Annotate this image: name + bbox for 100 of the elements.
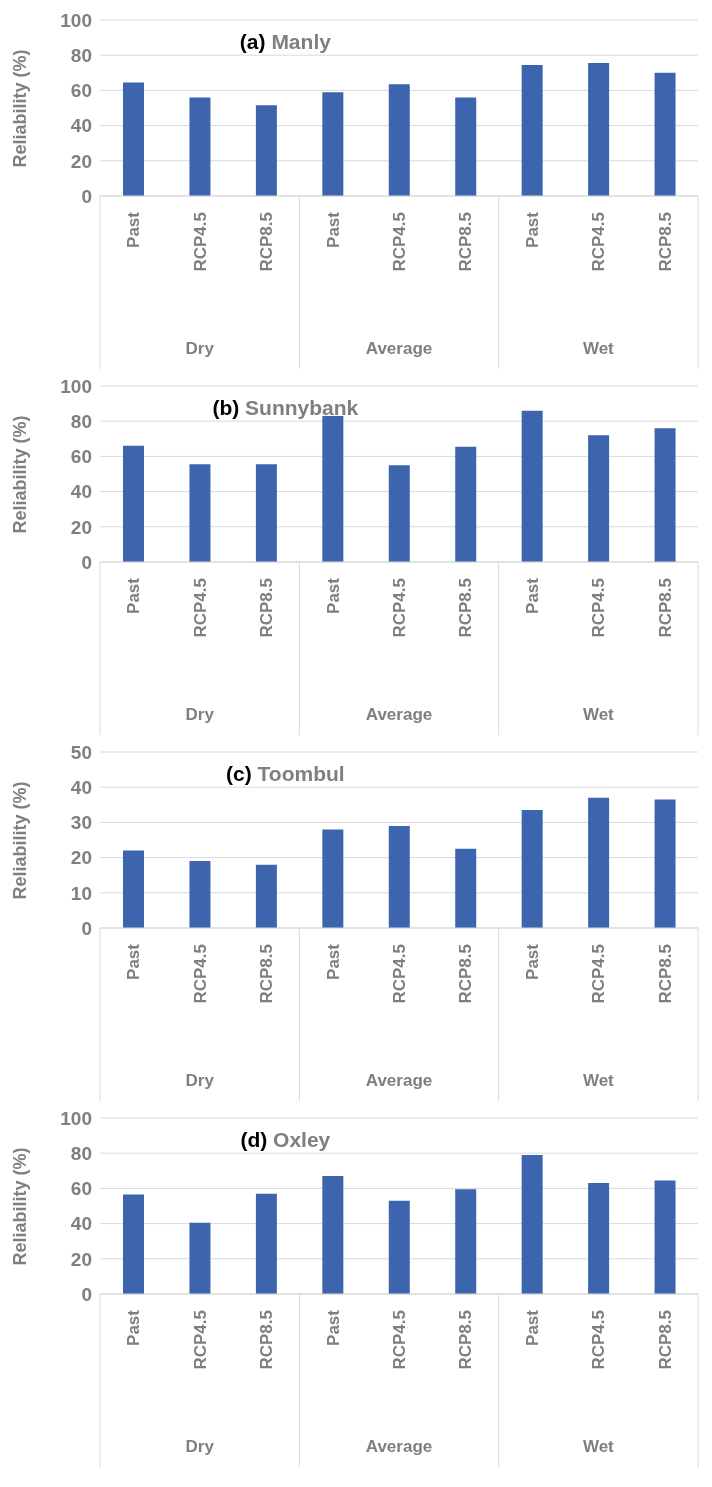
text: Wet (582, 1437, 615, 1456)
text: Dry (185, 1437, 215, 1456)
bar (654, 72, 676, 196)
x-tick-label: RCP4.5 (589, 212, 609, 272)
bar (189, 1222, 211, 1294)
bar (455, 446, 477, 562)
text: Average (365, 1437, 433, 1456)
x-tick-label: RCP4.5 (390, 578, 409, 638)
text: Dry (185, 705, 215, 724)
text: Average (365, 1071, 433, 1090)
text: (b) Sunnybank (212, 396, 359, 419)
bar (654, 799, 676, 928)
y-tick-label: 80 (70, 1142, 92, 1164)
bar (123, 850, 144, 928)
x-tick-label: RCP4.5 (589, 944, 609, 1004)
text: (c) Toombul (226, 762, 345, 785)
x-tick-label: RCP4.5 (190, 212, 210, 272)
text: Average (365, 705, 433, 724)
y-axis-title: Reliability (%) (9, 48, 31, 168)
text: Dry (185, 339, 215, 358)
bar (521, 64, 543, 196)
x-tick-label: RCP4.5 (190, 944, 210, 1004)
y-tick-label: 20 (70, 516, 92, 538)
bar (455, 97, 477, 196)
bar (388, 84, 410, 196)
bar (654, 428, 676, 562)
x-tick-label: RCP8.5 (456, 578, 476, 638)
y-tick-label: 100 (60, 1107, 92, 1129)
bar (654, 1180, 676, 1294)
x-tick-label: RCP8.5 (655, 944, 675, 1004)
x-tick-label: RCP8.5 (655, 578, 675, 638)
text: Wet (582, 1071, 615, 1090)
x-tick-label: RCP8.5 (257, 1310, 277, 1370)
bar (521, 410, 543, 562)
x-tick-label: Past (124, 943, 144, 980)
x-tick-label: Past (124, 211, 144, 248)
x-tick-label: Past (522, 943, 542, 980)
y-tick-label: 20 (70, 150, 92, 172)
x-tick-label: Past (522, 1309, 542, 1346)
bar (388, 1200, 410, 1294)
bar (521, 810, 543, 928)
x-tick-label: RCP8.5 (257, 212, 277, 272)
y-tick-label: 20 (70, 1248, 92, 1270)
x-tick-label: Past (522, 577, 542, 614)
y-tick-label: 10 (70, 882, 92, 904)
text: (a) Manly (239, 30, 331, 53)
text: Average (365, 339, 433, 358)
x-tick-label: RCP8.5 (655, 1310, 675, 1370)
bar (455, 1189, 477, 1294)
y-tick-label: 80 (70, 44, 92, 66)
bar (322, 829, 344, 928)
x-tick-label: RCP8.5 (456, 212, 476, 272)
x-tick-label: Past (323, 1309, 343, 1346)
x-tick-label: Past (323, 577, 343, 614)
y-tick-label: 60 (70, 80, 92, 102)
y-tick-label: 60 (70, 446, 92, 468)
y-axis-title: Reliability (%) (9, 780, 31, 900)
y-tick-label: 40 (70, 776, 92, 798)
x-tick-label: Past (323, 943, 343, 980)
bar (255, 1193, 277, 1294)
x-tick-label: RCP8.5 (456, 944, 476, 1004)
x-tick-label: RCP4.5 (190, 578, 210, 638)
y-tick-label: 100 (60, 9, 92, 31)
y-tick-label: 40 (70, 1213, 92, 1235)
y-tick-label: 0 (81, 185, 92, 207)
bar (521, 1154, 543, 1294)
bar (388, 825, 410, 928)
x-tick-label: RCP4.5 (190, 1310, 210, 1370)
x-tick-label: RCP4.5 (589, 578, 609, 638)
bar (388, 465, 410, 562)
bar (588, 63, 610, 196)
x-tick-label: RCP8.5 (456, 1310, 476, 1370)
y-tick-label: 30 (70, 812, 92, 834)
y-tick-label: 20 (70, 847, 92, 869)
y-tick-label: 0 (81, 917, 92, 939)
y-axis-title: Reliability (%) (9, 1146, 31, 1266)
x-tick-label: Past (124, 577, 144, 614)
bar (322, 92, 344, 196)
bar (588, 1183, 610, 1294)
y-tick-label: 50 (70, 741, 92, 763)
bar (123, 445, 144, 562)
y-tick-label: 40 (70, 481, 92, 503)
bar (123, 82, 144, 196)
text: Wet (582, 705, 615, 724)
bar (189, 97, 211, 196)
text: Dry (185, 1071, 215, 1090)
x-tick-label: RCP4.5 (589, 1310, 609, 1370)
bar (255, 464, 277, 562)
x-tick-label: RCP4.5 (390, 212, 409, 272)
x-tick-label: RCP8.5 (257, 578, 277, 638)
y-tick-label: 100 (60, 375, 92, 397)
bar (455, 848, 477, 928)
y-tick-label: 60 (70, 1178, 92, 1200)
y-tick-label: 40 (70, 115, 92, 137)
bar (189, 464, 211, 562)
text: Wet (582, 339, 615, 358)
x-tick-label: RCP4.5 (390, 1310, 409, 1370)
bar (255, 105, 277, 196)
x-tick-label: RCP8.5 (257, 944, 277, 1004)
bar (322, 1176, 344, 1294)
